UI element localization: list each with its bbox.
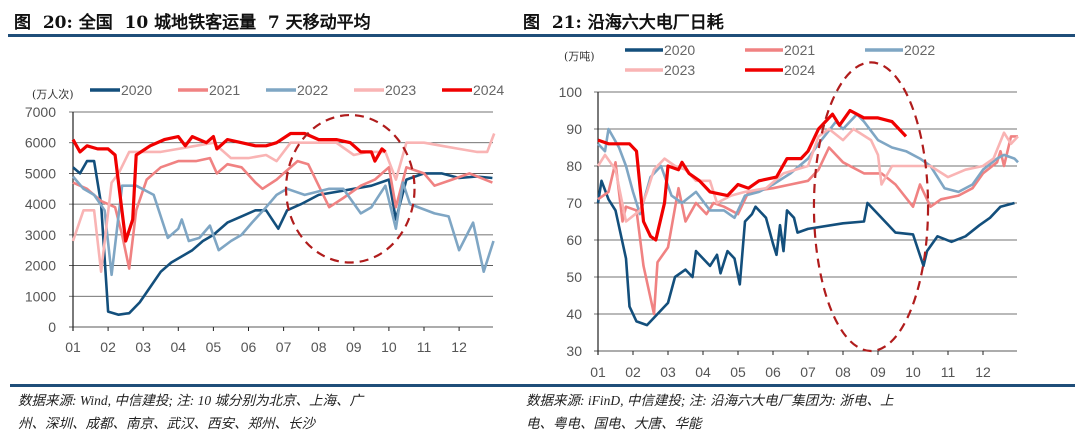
title-rule-right — [520, 34, 1075, 37]
chart-coastal-power-coal: 30 40 50 60 70 80 90 100 01 02 03 04 05 06 07 08 09 10 11 1… — [559, 42, 1019, 380]
footer-left-line-2: 州、深圳、成都、南京、武汉、西安、郑州、长沙 — [18, 416, 315, 431]
x-tick-label: 08 — [311, 339, 327, 355]
highlight-ellipse — [284, 113, 416, 264]
y-tick-label: 2000 — [25, 258, 56, 274]
x-tick-label: 09 — [346, 339, 362, 355]
figure-20-title: 图 20: 全国 10 城地铁客运量 7 天移动平均 — [14, 13, 371, 33]
title-rule-left — [8, 34, 520, 37]
chart-metro-ridership: 0 1000 2000 3000 4000 5000 6000 7000 01 02 03 04 05 0… — [25, 82, 505, 355]
figure-21-title: 图 21: 沿海六大电厂日耗 — [523, 13, 724, 33]
y-tick-label: 0 — [48, 319, 56, 335]
footer-rule — [10, 384, 1075, 387]
x-tick-label: 05 — [206, 339, 222, 355]
y-tick-label: 30 — [566, 343, 582, 359]
x-tick-label: 07 — [800, 364, 816, 380]
legend-label-2020: 2020 — [664, 42, 695, 58]
y-tick-label: 1000 — [25, 288, 56, 304]
x-tick-label: 10 — [905, 364, 921, 380]
highlight-ellipse — [812, 61, 930, 353]
footer-right-line-1: 数据来源: iFinD, 中信建投; 注: 沿海六大电厂集团为: 浙电、上 — [526, 393, 894, 408]
legend-label-2021: 2021 — [209, 82, 240, 98]
legend-label-2023: 2023 — [664, 62, 695, 78]
x-tick-label: 02 — [100, 339, 116, 355]
x-tick-label: 11 — [941, 364, 956, 380]
y-tick-label: 80 — [566, 158, 582, 174]
series-line-2023 — [596, 127, 1019, 223]
legend-label-2021: 2021 — [784, 42, 815, 58]
y-tick-label: 90 — [566, 121, 582, 137]
x-tick-label: 04 — [695, 364, 711, 380]
legend-label-2022: 2022 — [297, 82, 328, 98]
series-line-2024 — [597, 108, 908, 242]
y-tick-label: 6000 — [25, 135, 56, 151]
x-tick-label: 01 — [65, 339, 81, 355]
x-tick-label: 12 — [975, 364, 991, 380]
legend-label-2024: 2024 — [473, 82, 504, 98]
x-tick-label: 09 — [870, 364, 886, 380]
x-tick-label: 11 — [417, 339, 432, 355]
y-tick-label: 5000 — [25, 165, 56, 181]
x-tick-label: 05 — [730, 364, 746, 380]
footer-right-line-2: 电、粤电、国电、大唐、华能 — [526, 416, 702, 431]
footer-source-right: 数据来源: iFinD, 中信建投; 注: 沿海六大电厂集团为: 浙电、上 电、… — [526, 389, 893, 435]
x-tick-label: 04 — [171, 339, 187, 355]
series-line-2024 — [71, 131, 387, 243]
y-tick-label: 70 — [566, 195, 582, 211]
x-tick-label: 03 — [660, 364, 676, 380]
x-tick-label: 01 — [590, 364, 606, 380]
y-tick-label: 50 — [566, 269, 582, 285]
series-line-2021 — [597, 135, 1018, 316]
x-tick-label: 08 — [835, 364, 851, 380]
legend-label-2024: 2024 — [784, 62, 815, 78]
legend-label-2022: 2022 — [904, 42, 935, 58]
unit-label: (万人次) — [32, 87, 74, 101]
x-tick-label: 10 — [381, 339, 397, 355]
x-tick-label: 07 — [276, 339, 292, 355]
x-tick-label: 06 — [241, 339, 257, 355]
y-tick-label: 7000 — [25, 104, 56, 120]
y-tick-label: 100 — [559, 84, 583, 100]
x-tick-label: 06 — [765, 364, 781, 380]
x-tick-label: 12 — [451, 339, 467, 355]
y-tick-label: 4000 — [25, 196, 56, 212]
y-tick-label: 60 — [566, 232, 582, 248]
y-tick-label: 3000 — [25, 227, 56, 243]
series-line-2020 — [596, 179, 1015, 327]
unit-label: (万吨) — [564, 50, 595, 63]
footer-source-left: 数据来源: Wind, 中信建投; 注: 10 城分别为北京、上海、广 州、深圳… — [18, 389, 363, 435]
y-tick-label: 40 — [566, 306, 582, 322]
x-tick-label: 02 — [625, 364, 641, 380]
x-tick-label: 03 — [135, 339, 151, 355]
footer-left-line-1: 数据来源: Wind, 中信建投; 注: 10 城分别为北京、上海、广 — [18, 393, 363, 408]
legend-label-2023: 2023 — [385, 82, 416, 98]
legend-label-2020: 2020 — [121, 82, 152, 98]
